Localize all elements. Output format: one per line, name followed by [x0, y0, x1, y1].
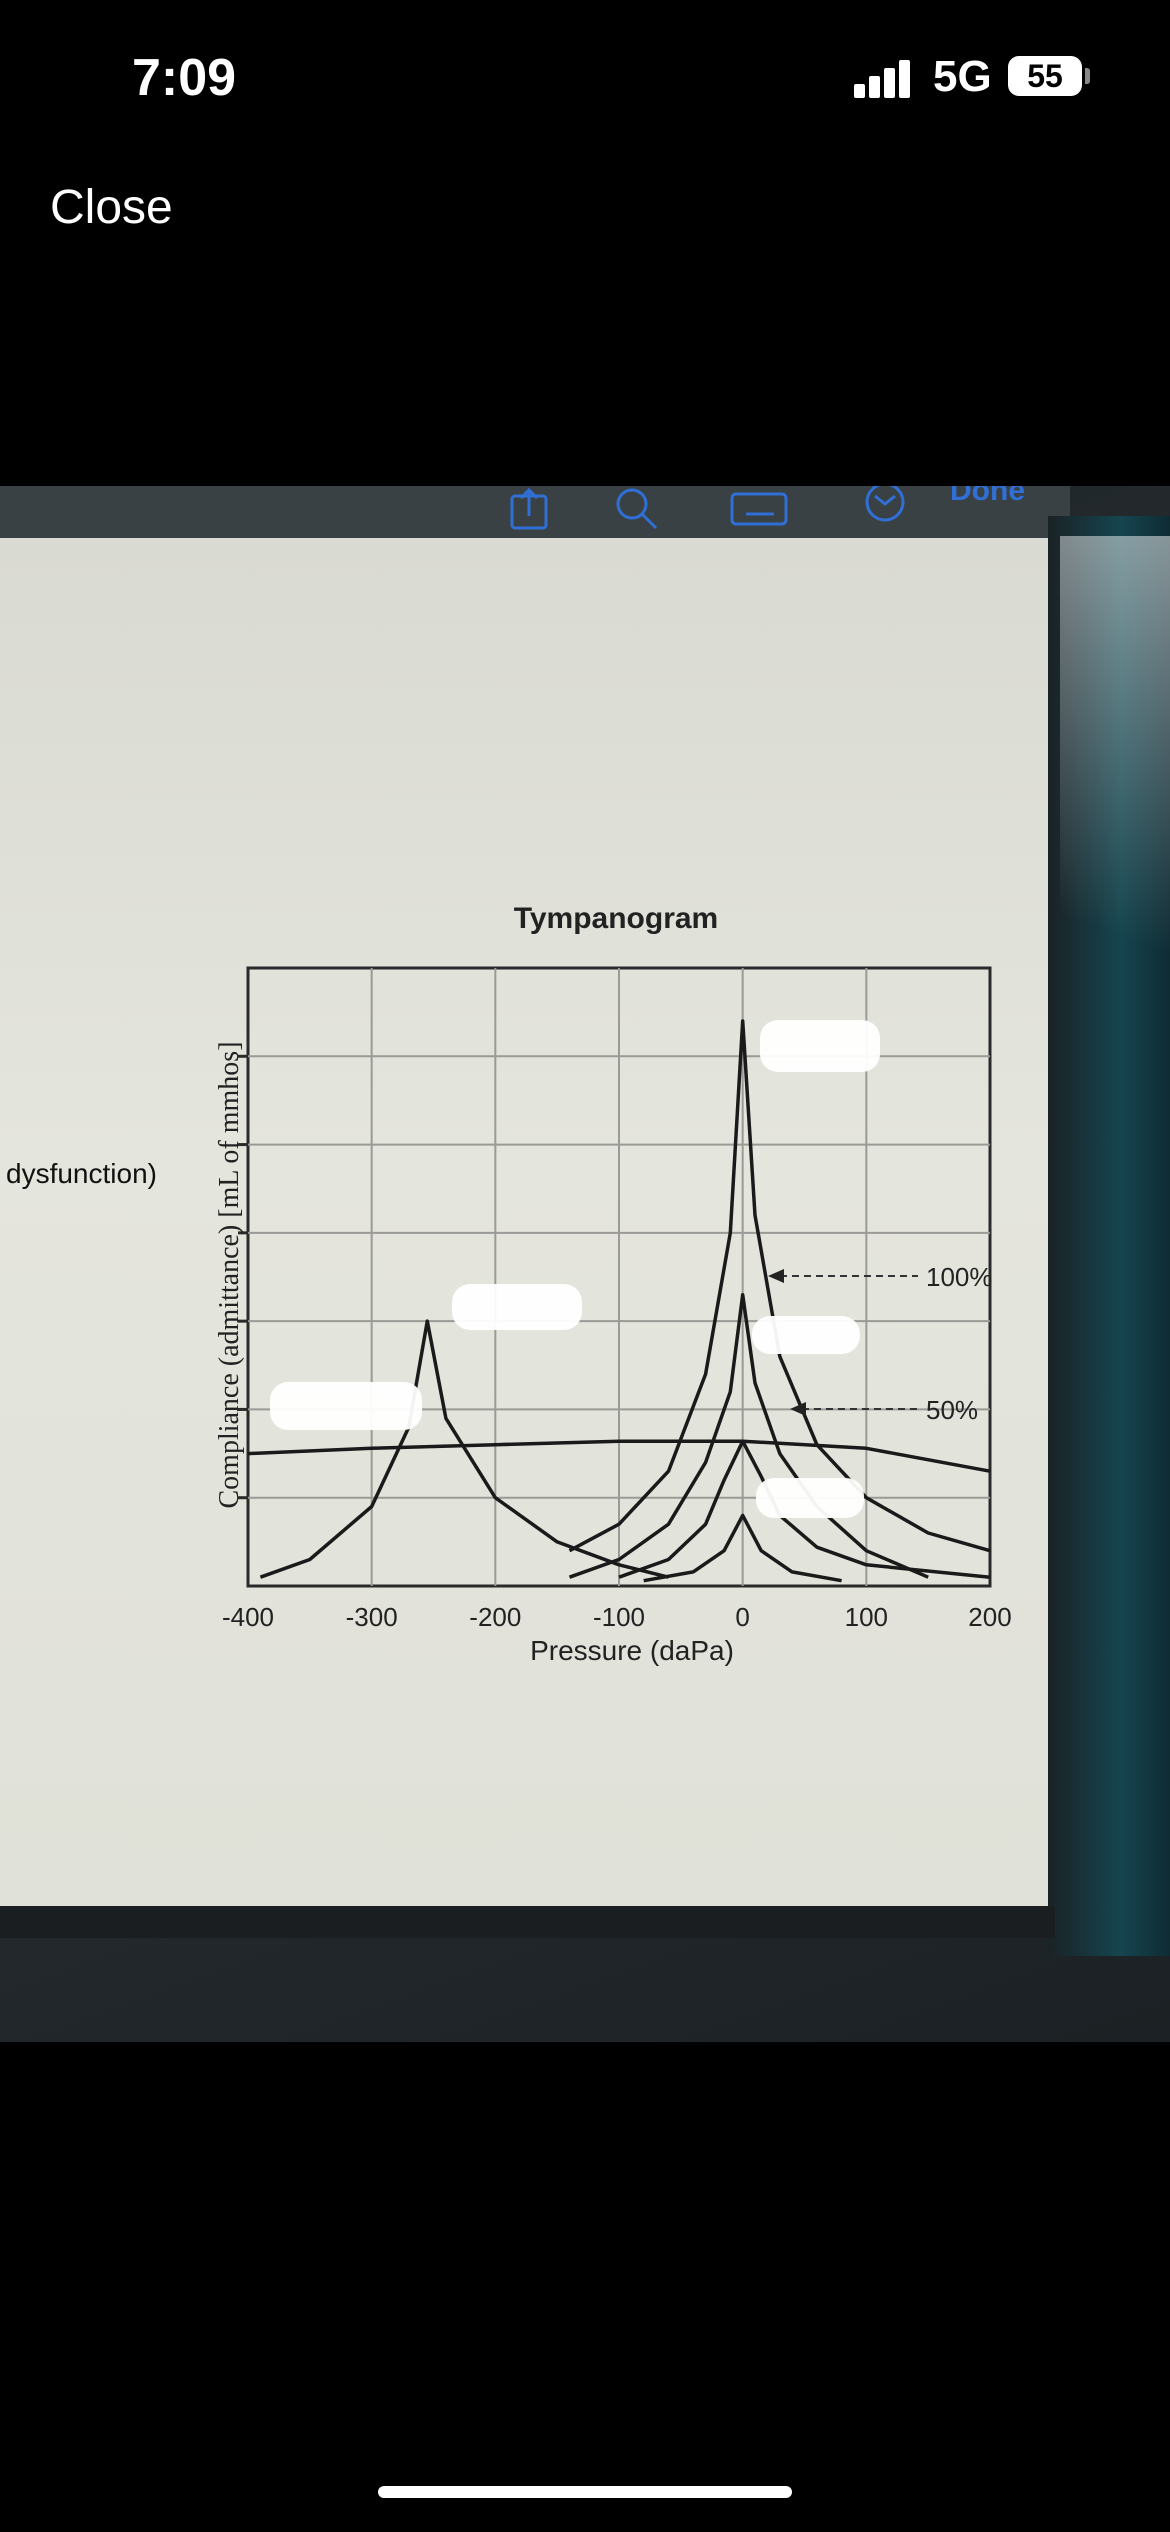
- status-bar: 7:09 5G 55: [0, 0, 1170, 150]
- chart-tick-labels: -400 -300 -200 -100 0 100 200: [222, 1602, 1012, 1632]
- close-button[interactable]: Close: [50, 181, 173, 234]
- annotation-label: 50%: [926, 1395, 978, 1425]
- battery-icon: 55: [1008, 56, 1082, 96]
- screen-glare: [1060, 536, 1170, 1096]
- markup-icon[interactable]: [730, 492, 788, 526]
- share-icon[interactable]: [510, 487, 548, 530]
- battery-tip: [1085, 68, 1090, 84]
- tablet-bottom-edge: [0, 1906, 1055, 1938]
- home-indicator[interactable]: [378, 2486, 792, 2498]
- tympanogram-curve-3: [568, 1019, 991, 1553]
- signal-icon: [854, 58, 914, 98]
- redaction-mark: [760, 1020, 880, 1072]
- y-axis-label: Compliance (admittance) [mL of mmhos]: [214, 1041, 245, 1508]
- status-time: 7:09: [132, 49, 237, 107]
- x-tick-label: -400: [222, 1602, 274, 1632]
- redaction-mark: [752, 1316, 860, 1354]
- redaction-mark: [756, 1478, 864, 1518]
- chart-title: Tympanogram: [514, 902, 718, 935]
- chart-annotations: 100% 50%: [768, 1262, 993, 1425]
- x-axis-label: Pressure (daPa): [530, 1635, 734, 1666]
- done-button[interactable]: Done: [950, 486, 1025, 507]
- accessibility-icon[interactable]: [865, 486, 905, 522]
- x-tick-label: 0: [735, 1602, 749, 1632]
- tablet-screen: [0, 538, 1048, 1906]
- x-tick-label: -200: [469, 1602, 521, 1632]
- redacted-labels: [270, 1020, 880, 1518]
- x-tick-label: 200: [968, 1602, 1011, 1632]
- photo: Done: [0, 486, 1170, 2042]
- tympanogram-curve-6: [643, 1513, 842, 1583]
- annotation-label: 100%: [926, 1262, 993, 1292]
- tympanogram-curve-5: [618, 1439, 991, 1579]
- x-tick-label: -300: [346, 1602, 398, 1632]
- x-tick-label: -100: [593, 1602, 645, 1632]
- tympanogram-curve-2: [247, 1439, 991, 1473]
- network-label: 5G: [933, 52, 992, 101]
- redaction-mark: [270, 1382, 422, 1430]
- tympanogram-curve-1: [259, 1319, 669, 1579]
- annotation-arrow: [790, 1402, 806, 1416]
- x-tick-label: 100: [845, 1602, 888, 1632]
- tympanogram-curve-4: [568, 1292, 929, 1579]
- annotation-arrow: [768, 1269, 784, 1283]
- chart-curves: [247, 1019, 991, 1583]
- tablet-toolbar-icons: Done: [510, 486, 1025, 530]
- redaction-mark: [452, 1284, 582, 1330]
- search-icon[interactable]: [616, 488, 658, 530]
- side-label: dysfunction): [6, 1158, 157, 1189]
